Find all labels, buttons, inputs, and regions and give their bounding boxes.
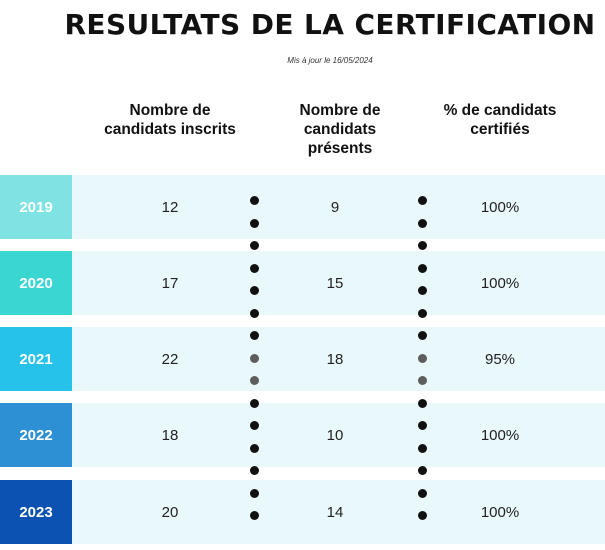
- divider-dot: [250, 398, 259, 408]
- year-label: 2020: [0, 251, 72, 315]
- presents-value: 14: [326, 503, 344, 521]
- presents-value: 10: [326, 426, 344, 444]
- year-label: 2021: [0, 327, 72, 391]
- divider-dot: [418, 421, 427, 430]
- table-row: 2020 17 15 100%: [0, 251, 605, 315]
- year-label: 2023: [0, 480, 72, 544]
- inscrits-value: 22: [161, 350, 179, 368]
- divider-dot: [250, 308, 259, 318]
- dotted-divider-left: [250, 196, 260, 520]
- divider-dot: [418, 218, 427, 228]
- certifies-value: 95%: [484, 350, 516, 368]
- divider-dot: [250, 331, 259, 340]
- divider-dot: [418, 308, 427, 318]
- certifies-value: 100%: [480, 274, 520, 292]
- presents-value: 9: [330, 198, 340, 216]
- table-row: 2023 20 14 100%: [0, 480, 605, 544]
- certifies-value: 100%: [480, 198, 520, 216]
- divider-dot: [250, 376, 259, 385]
- inscrits-value: 18: [161, 426, 179, 444]
- year-label: 2019: [0, 175, 72, 239]
- divider-dot: [250, 286, 259, 295]
- header-presents: Nombre de candidats présents: [299, 102, 381, 157]
- divider-dot: [250, 421, 259, 430]
- divider-dot: [418, 196, 427, 205]
- table-row: 2019 12 9 100%: [0, 175, 605, 239]
- certifies-value: 100%: [480, 503, 520, 521]
- page-title: RESULTATS DE LA CERTIFICATION: [64, 8, 596, 41]
- divider-dot: [250, 353, 259, 363]
- divider-dot: [250, 443, 259, 453]
- inscrits-value: 20: [161, 503, 179, 521]
- year-label: 2022: [0, 403, 72, 467]
- divider-dot: [250, 196, 259, 205]
- divider-dot: [250, 241, 259, 250]
- divider-dot: [418, 353, 427, 363]
- table-row: 2022 18 10 100%: [0, 403, 605, 467]
- divider-dot: [250, 466, 259, 475]
- divider-dot: [250, 511, 259, 520]
- presents-value: 15: [326, 274, 344, 292]
- certifies-value: 100%: [480, 426, 520, 444]
- header-certifies: % de candidats certifiés: [443, 102, 557, 138]
- divider-dot: [418, 398, 427, 408]
- header-inscrits: Nombre de candidats inscrits: [104, 102, 236, 138]
- divider-dot: [418, 511, 427, 520]
- table-row: 2021 22 18 95%: [0, 327, 605, 391]
- divider-dot: [418, 488, 427, 498]
- divider-dot: [250, 488, 259, 498]
- last-updated: Mis à jour le 16/05/2024: [287, 56, 373, 65]
- divider-dot: [418, 376, 427, 385]
- divider-dot: [418, 331, 427, 340]
- divider-dot: [250, 218, 259, 228]
- divider-dot: [418, 286, 427, 295]
- divider-dot: [418, 443, 427, 453]
- divider-dot: [250, 263, 259, 273]
- divider-dot: [418, 466, 427, 475]
- inscrits-value: 12: [161, 198, 179, 216]
- inscrits-value: 17: [161, 274, 179, 292]
- divider-dot: [418, 241, 427, 250]
- divider-dot: [418, 263, 427, 273]
- presents-value: 18: [326, 350, 344, 368]
- dotted-divider-right: [418, 196, 428, 520]
